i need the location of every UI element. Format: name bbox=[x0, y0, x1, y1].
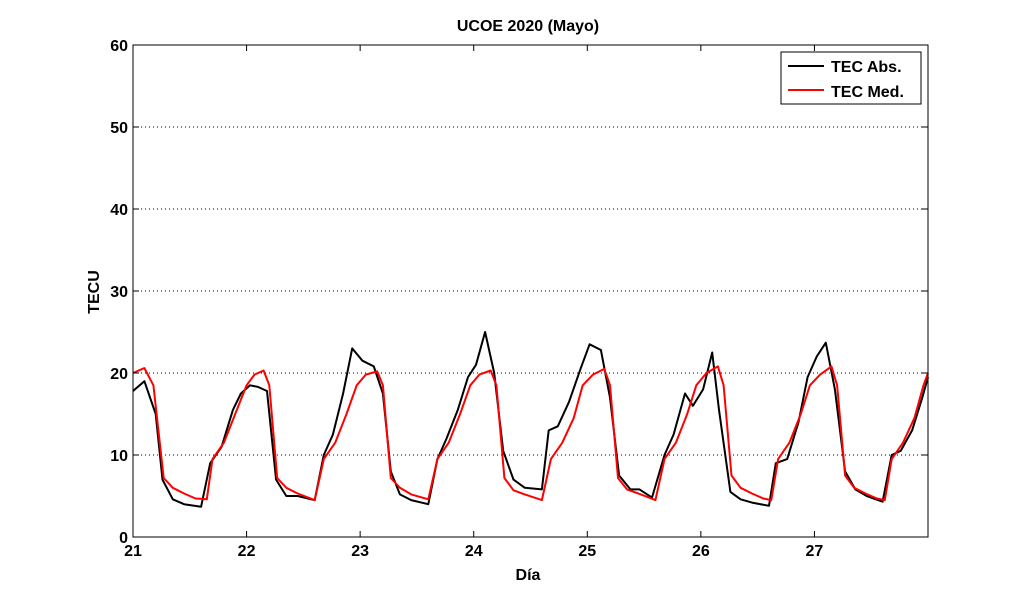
y-axis-title: TECU bbox=[86, 270, 103, 314]
legend-box bbox=[780, 51, 922, 105]
x-axis-title: Día bbox=[516, 567, 541, 584]
x-tick-label: 23 bbox=[351, 543, 369, 560]
x-tick-labels: 21 22 23 24 25 26 27 bbox=[124, 543, 823, 560]
y-tick-label: 30 bbox=[110, 284, 128, 301]
y-tick-label: 0 bbox=[119, 530, 128, 547]
x-tick-label: 27 bbox=[806, 543, 824, 560]
y-tick-label: 50 bbox=[110, 120, 128, 137]
x-tick-label: 24 bbox=[465, 543, 483, 560]
tick-marks bbox=[132, 44, 928, 538]
legend: TEC Abs. TEC Med. bbox=[780, 51, 922, 105]
y-tick-label: 60 bbox=[110, 38, 128, 55]
x-tick-label: 25 bbox=[578, 543, 596, 560]
y-tick-label: 20 bbox=[110, 366, 128, 383]
x-tick-label: 26 bbox=[692, 543, 710, 560]
series-layer bbox=[132, 331, 929, 508]
chart-title: UCOE 2020 (Mayo) bbox=[457, 18, 599, 35]
legend-label-tec-med: TEC Med. bbox=[831, 84, 904, 101]
series-line-tec-med bbox=[132, 365, 929, 502]
y-tick-label: 40 bbox=[110, 202, 128, 219]
legend-label-tec-abs: TEC Abs. bbox=[831, 59, 902, 76]
x-tick-label: 22 bbox=[238, 543, 256, 560]
x-tick-label: 21 bbox=[124, 543, 142, 560]
y-tick-labels: 0 10 20 30 40 50 60 bbox=[110, 38, 128, 547]
y-tick-label: 10 bbox=[110, 448, 128, 465]
